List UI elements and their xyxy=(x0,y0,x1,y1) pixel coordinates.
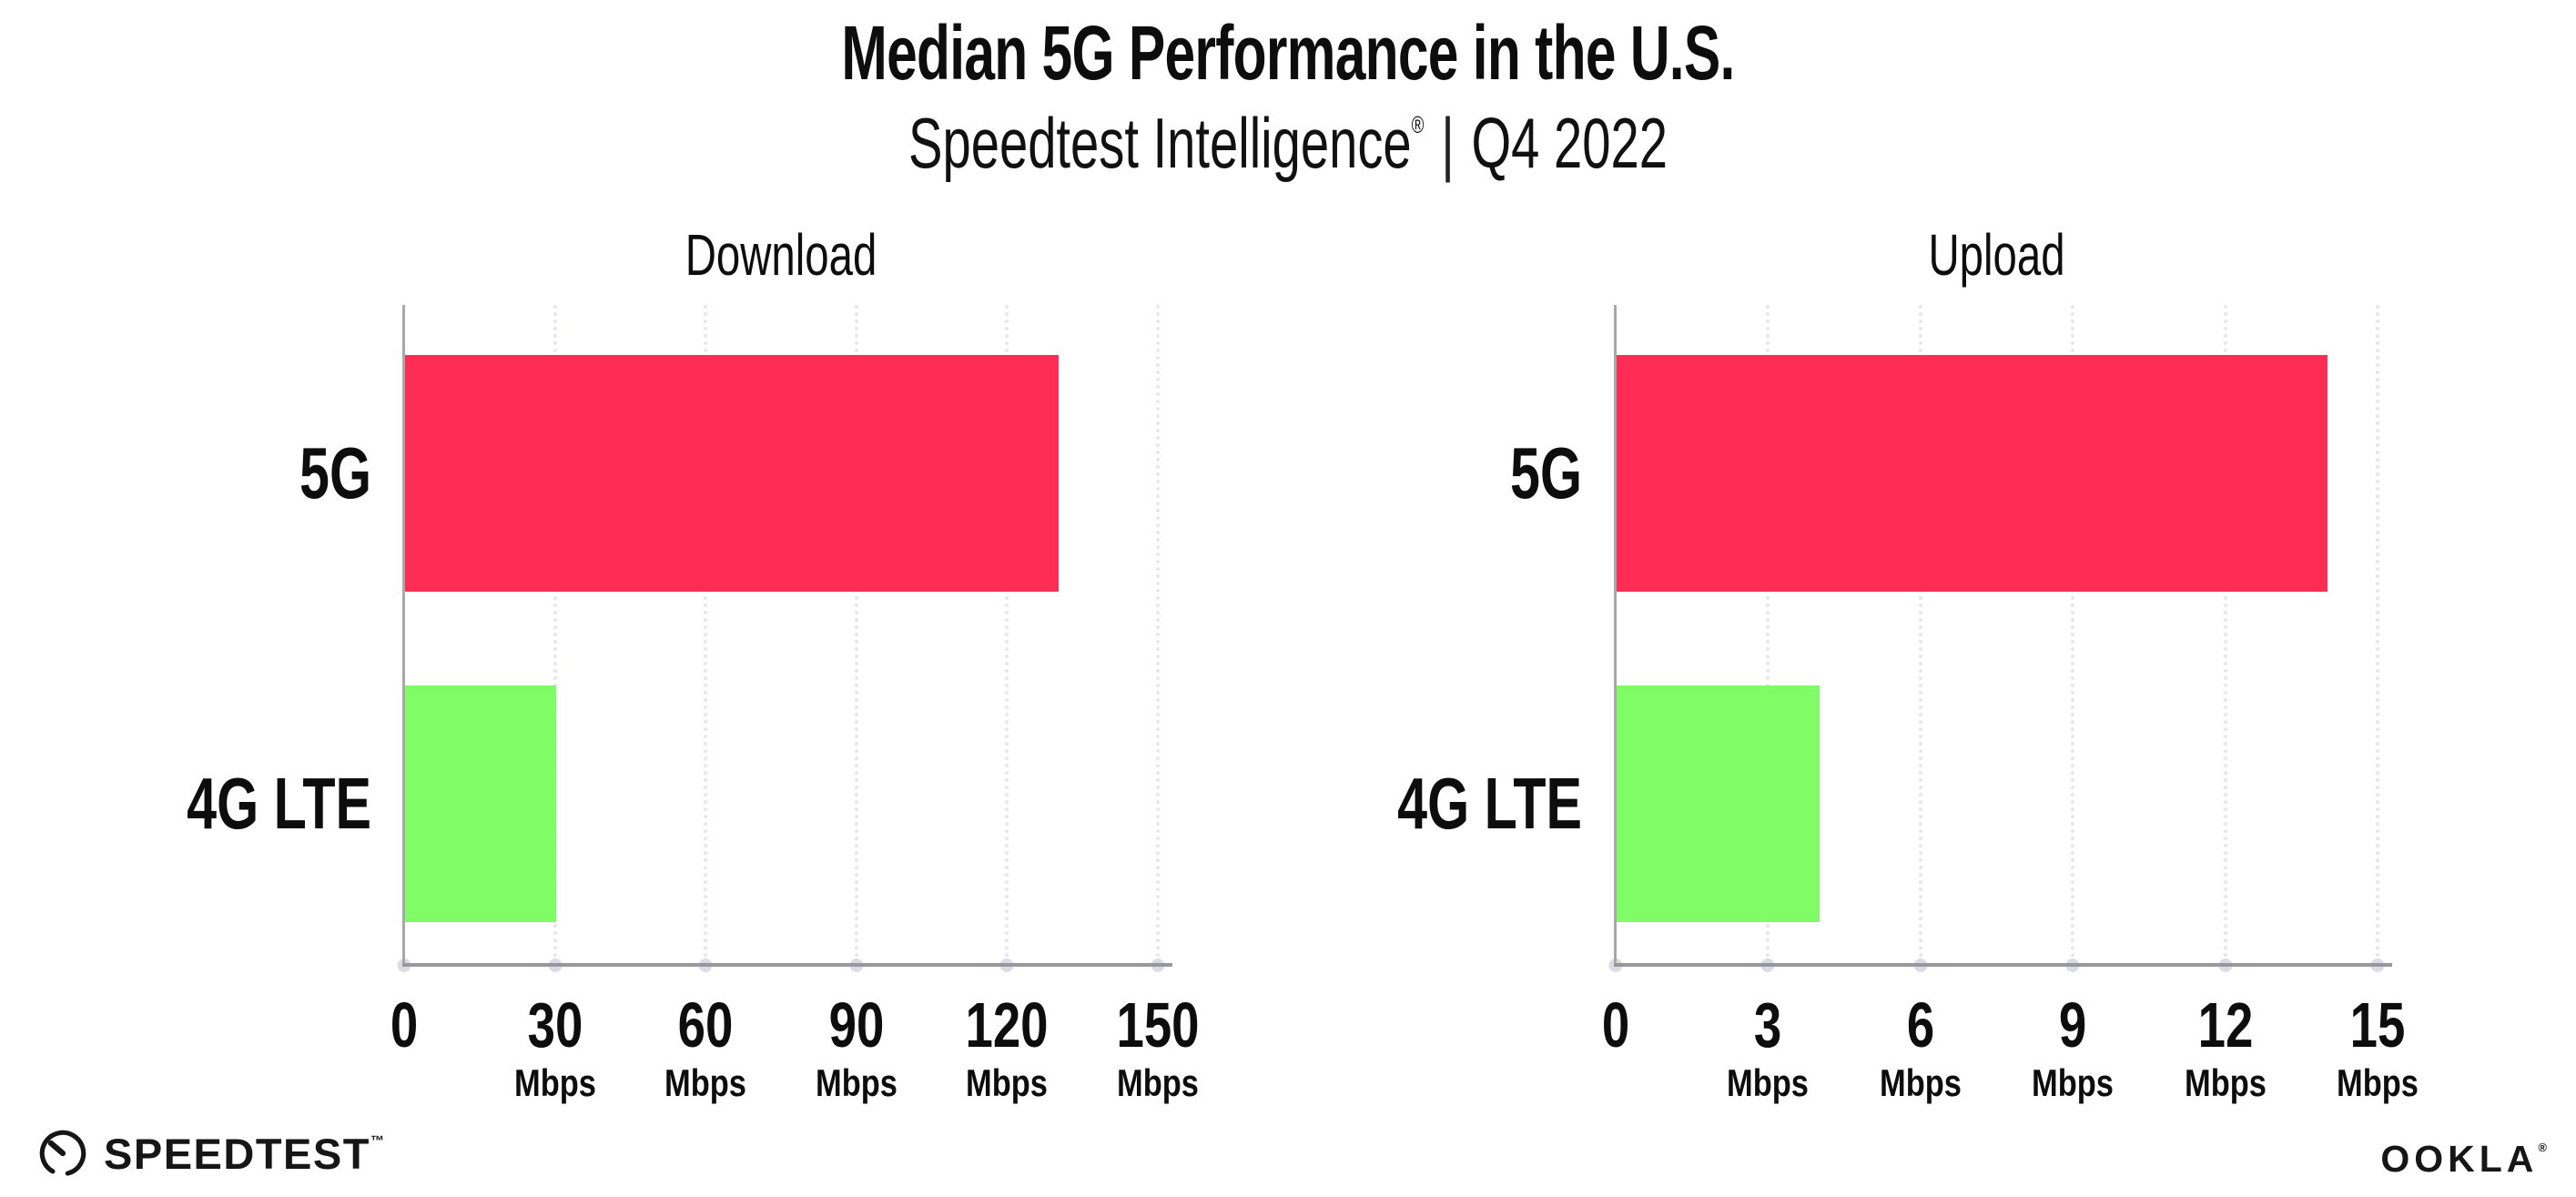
gridline xyxy=(1005,305,1009,965)
x-tick-unit: Mbps xyxy=(2184,1061,2267,1104)
x-tick-label: 15 Mbps xyxy=(2328,990,2428,1105)
category-label-5g: 5G xyxy=(1510,432,1582,513)
x-tick-value: 15 xyxy=(2349,989,2406,1060)
axis-tick-dot xyxy=(1760,959,1775,972)
axis-tick-dot xyxy=(1151,959,1165,972)
x-tick-value: 60 xyxy=(677,989,734,1060)
gridline xyxy=(854,305,858,965)
x-tick-label: 30 Mbps xyxy=(505,990,605,1105)
trademark-icon: ™ xyxy=(370,1132,384,1149)
x-tick-value: 3 xyxy=(1754,989,1782,1060)
axis-tick-dot xyxy=(1608,959,1623,972)
x-axis-ticks-download: 0 30 Mbps 60 Mbps 90 Mbps 120 Mbps 150 Mbps xyxy=(390,990,1200,1145)
x-tick-label: 150 Mbps xyxy=(1105,990,1212,1105)
x-tick-value: 0 xyxy=(1601,989,1630,1060)
x-tick-label: 60 Mbps xyxy=(655,990,756,1105)
x-tick-unit: Mbps xyxy=(2032,1061,2115,1104)
axis-tick-dot xyxy=(2218,959,2233,972)
x-tick-value: 0 xyxy=(390,989,419,1060)
x-tick-unit: Mbps xyxy=(1727,1061,1810,1104)
ookla-label: OOKLA xyxy=(2380,1138,2539,1180)
x-tick-value: 9 xyxy=(2059,989,2087,1060)
x-tick-unit: Mbps xyxy=(1879,1061,1962,1104)
x-tick-unit: Mbps xyxy=(1117,1061,1199,1104)
axis-tick-dot xyxy=(2065,959,2080,972)
registered-mark-icon: ® xyxy=(2538,1141,2547,1154)
axis-tick-dot xyxy=(1913,959,1928,972)
page-title: Median 5G Performance in the U.S. xyxy=(841,10,1735,96)
speedtest-wordmark: SPEEDTEST™ xyxy=(104,1129,384,1179)
category-label-5g: 5G xyxy=(299,432,371,513)
x-tick-label: 3 Mbps xyxy=(1719,990,1819,1105)
axis-tick-dot xyxy=(397,959,411,972)
x-tick-label: 120 Mbps xyxy=(954,990,1060,1105)
subtitle-brand: Speedtest Intelligence xyxy=(908,103,1412,183)
gridline xyxy=(704,305,708,965)
category-label-4g-lte: 4G LTE xyxy=(187,763,371,844)
gridline xyxy=(1918,305,1922,965)
ookla-logo: OOKLA® xyxy=(2380,1138,2547,1181)
x-tick-value: 12 xyxy=(2197,989,2253,1060)
x-tick-value: 30 xyxy=(527,989,583,1060)
axis-tick-dot xyxy=(2370,959,2385,972)
speedtest-label: SPEEDTEST xyxy=(104,1129,370,1178)
x-tick-unit: Mbps xyxy=(513,1061,596,1104)
plot-area-download xyxy=(397,305,1172,972)
category-label-4g-lte: 4G LTE xyxy=(1397,763,1582,844)
chart-panel-upload: Upload 5G 4G LTE 0 3 Mbps 6 Mbps 9 Mbps 12 Mbps 1… xyxy=(1338,0,2419,1197)
registered-mark-icon: ® xyxy=(1411,111,1425,138)
x-tick-label: 90 Mbps xyxy=(806,990,907,1105)
gridline xyxy=(1156,305,1160,965)
gridline xyxy=(2223,305,2227,965)
subtitle-separator: | xyxy=(1441,103,1455,183)
plot-area-upload xyxy=(1608,305,2392,972)
bar-5g-upload xyxy=(1617,355,2328,592)
x-tick-label: 0 xyxy=(1598,990,1634,1060)
axis-tick-dot xyxy=(698,959,713,972)
gridline xyxy=(2071,305,2075,965)
gridline xyxy=(2376,305,2379,965)
axis-tick-dot xyxy=(999,959,1014,972)
subtitle-period: Q4 2022 xyxy=(1471,103,1668,183)
chart-title-upload: Upload xyxy=(1928,222,2065,288)
x-tick-value: 120 xyxy=(965,989,1049,1060)
axis-tick-dot xyxy=(548,959,563,972)
bar-4g-lte-download xyxy=(405,685,556,922)
speedtest-gauge-icon xyxy=(39,1130,86,1177)
x-tick-label: 6 Mbps xyxy=(1871,990,1971,1105)
gridline xyxy=(553,305,557,965)
x-tick-value: 6 xyxy=(1906,989,1934,1060)
axis-tick-dot xyxy=(849,959,864,972)
x-tick-unit: Mbps xyxy=(966,1061,1049,1104)
bar-5g-download xyxy=(405,355,1059,592)
x-tick-unit: Mbps xyxy=(815,1061,898,1104)
bar-4g-lte-upload xyxy=(1617,685,1820,922)
x-tick-value: 90 xyxy=(828,989,885,1060)
page-subtitle: Speedtest Intelligence® | Q4 2022 xyxy=(360,102,2216,185)
x-tick-unit: Mbps xyxy=(664,1061,747,1104)
x-tick-label: 12 Mbps xyxy=(2175,990,2276,1105)
x-axis-ticks-upload: 0 3 Mbps 6 Mbps 9 Mbps 12 Mbps 15 Mbps xyxy=(1602,990,2419,1145)
x-tick-value: 150 xyxy=(1116,989,1200,1060)
gridline xyxy=(1766,305,1770,965)
speedtest-logo: SPEEDTEST™ xyxy=(36,1127,384,1180)
chart-title-download: Download xyxy=(685,222,877,288)
x-tick-label: 9 Mbps xyxy=(2023,990,2123,1105)
x-tick-unit: Mbps xyxy=(2337,1061,2419,1104)
x-tick-label: 0 xyxy=(387,990,422,1060)
chart-panel-download: Download 5G 4G LTE 0 30 Mbps 60 Mbps 90 Mbps 12… xyxy=(127,0,1202,1197)
